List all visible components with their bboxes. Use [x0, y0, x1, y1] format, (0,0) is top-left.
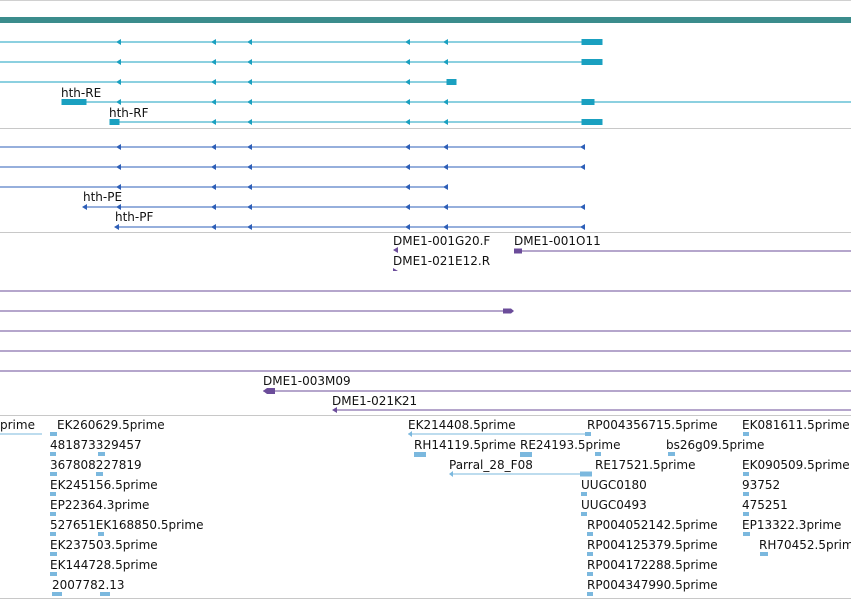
est-label: RP004052142.5prime — [587, 518, 718, 532]
est-label: 475251 — [742, 498, 788, 512]
est-label: UUGC0180 — [581, 478, 647, 492]
est-label: EP22364.3prime — [50, 498, 150, 512]
est-label: UUGC0493 — [581, 498, 647, 512]
track-separator — [0, 598, 851, 599]
clone-feature[interactable] — [0, 308, 514, 314]
est-label: RH14119.5prime — [414, 438, 516, 452]
clone-feature-003m09[interactable] — [263, 388, 851, 394]
est-label: 527651EK168850.5prime — [50, 518, 204, 532]
clone-feature-021e12[interactable] — [393, 268, 398, 271]
est-label: 2007782.13 — [52, 578, 125, 592]
est-label: RP004347990.5prime — [587, 578, 718, 592]
est-label: RE17521.5prime — [595, 458, 696, 472]
est-track — [0, 431, 768, 596]
est-label: Parral_28_F08 — [449, 458, 533, 472]
track-separator — [0, 232, 851, 233]
est-label: EK090509.5prime — [742, 458, 850, 472]
clone-label-003m09: DME1-003M09 — [263, 374, 351, 388]
est-label: 481873329457 — [50, 438, 142, 452]
transcript-feature[interactable] — [0, 39, 603, 45]
est-label: EK245156.5prime — [50, 478, 158, 492]
transcript-feature-hth-rf[interactable] — [109, 119, 603, 125]
transcript-label-hth-re: hth-RE — [61, 86, 102, 100]
clone-feature-021k21[interactable] — [332, 407, 851, 413]
est-label: EK144728.5prime — [50, 558, 158, 572]
protein-track — [0, 144, 585, 230]
track-separator — [0, 415, 851, 416]
est-label: prime — [0, 418, 35, 432]
transcript-feature[interactable] — [0, 59, 603, 65]
clone-label-001o11: DME1-001O11 — [514, 234, 601, 248]
clone-label-001g20: DME1-001G20.F — [393, 234, 491, 248]
clone-label-021e12: DME1-021E12.R — [393, 254, 491, 268]
track-separator — [0, 128, 851, 129]
protein-label-hth-pe: hth-PE — [83, 190, 123, 204]
est-label: EK237503.5prime — [50, 538, 158, 552]
est-label: EP13322.3prime — [742, 518, 842, 532]
est-label: RE24193.5prime — [520, 438, 621, 452]
clone-track — [0, 247, 851, 413]
header-rule — [0, 0, 851, 1]
est-label: bs26g09.5prime — [666, 438, 765, 452]
est-label: RP004172288.5prime — [587, 558, 718, 572]
est-label: 93752 — [742, 478, 781, 492]
transcript-feature-hth-re[interactable] — [61, 99, 851, 105]
est-label: 367808227819 — [50, 458, 142, 472]
clone-label-021k21: DME1-021K21 — [332, 394, 418, 408]
clone-feature-001g20[interactable] — [393, 247, 398, 253]
est-label: RP004125379.5prime — [587, 538, 718, 552]
est-label: EK214408.5prime — [408, 418, 516, 432]
est-label: EK081611.5prime — [742, 418, 850, 432]
protein-label-hth-pf: hth-PF — [115, 210, 154, 224]
transcript-track — [0, 39, 851, 125]
est-label: EK260629.5prime — [57, 418, 165, 432]
est-label: RP004356715.5prime — [587, 418, 718, 432]
clone-feature-001o11[interactable] — [514, 248, 851, 254]
transcript-label-hth-rf: hth-RF — [109, 106, 149, 120]
transcript-feature[interactable] — [0, 79, 457, 85]
est-label: RH70452.5prime — [759, 538, 851, 552]
header-bar — [0, 17, 851, 23]
